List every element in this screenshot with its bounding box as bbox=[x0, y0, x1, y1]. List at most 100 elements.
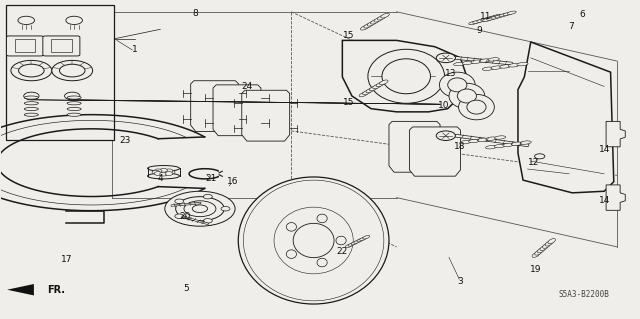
Circle shape bbox=[24, 92, 39, 100]
Ellipse shape bbox=[440, 72, 475, 98]
Circle shape bbox=[160, 168, 168, 172]
Ellipse shape bbox=[495, 136, 506, 139]
Text: 22: 22 bbox=[337, 247, 348, 256]
Ellipse shape bbox=[517, 63, 528, 66]
Circle shape bbox=[66, 16, 83, 25]
Circle shape bbox=[175, 199, 184, 204]
Ellipse shape bbox=[493, 14, 502, 18]
Ellipse shape bbox=[471, 60, 482, 63]
FancyBboxPatch shape bbox=[6, 36, 44, 56]
Ellipse shape bbox=[460, 140, 471, 144]
Ellipse shape bbox=[67, 102, 81, 105]
Ellipse shape bbox=[67, 96, 81, 99]
Ellipse shape bbox=[473, 20, 482, 23]
Text: 20: 20 bbox=[179, 212, 190, 221]
FancyBboxPatch shape bbox=[43, 36, 80, 56]
Text: S5A3-B2200B: S5A3-B2200B bbox=[558, 290, 609, 299]
Ellipse shape bbox=[372, 84, 381, 89]
Ellipse shape bbox=[491, 16, 500, 19]
Polygon shape bbox=[606, 122, 625, 147]
Text: 10: 10 bbox=[438, 101, 449, 110]
Ellipse shape bbox=[360, 25, 369, 30]
Ellipse shape bbox=[382, 59, 431, 94]
Ellipse shape bbox=[376, 82, 385, 87]
Text: 17: 17 bbox=[61, 255, 72, 264]
Ellipse shape bbox=[507, 11, 516, 14]
Circle shape bbox=[154, 169, 162, 173]
Polygon shape bbox=[342, 41, 467, 112]
Text: 21: 21 bbox=[205, 174, 217, 183]
Ellipse shape bbox=[286, 250, 296, 258]
Bar bbox=[6, 5, 115, 140]
Ellipse shape bbox=[481, 18, 490, 21]
Ellipse shape bbox=[364, 23, 372, 28]
Ellipse shape bbox=[175, 197, 224, 221]
Ellipse shape bbox=[52, 60, 93, 81]
Ellipse shape bbox=[356, 238, 364, 242]
Ellipse shape bbox=[468, 21, 478, 25]
Ellipse shape bbox=[354, 240, 361, 243]
Ellipse shape bbox=[286, 223, 296, 231]
Ellipse shape bbox=[243, 180, 384, 301]
Circle shape bbox=[65, 92, 80, 100]
Circle shape bbox=[154, 172, 162, 175]
Polygon shape bbox=[518, 42, 614, 193]
Ellipse shape bbox=[184, 201, 216, 217]
Ellipse shape bbox=[499, 13, 508, 17]
Text: 4: 4 bbox=[157, 174, 163, 183]
Circle shape bbox=[165, 172, 173, 175]
Ellipse shape bbox=[448, 78, 467, 92]
Circle shape bbox=[160, 172, 168, 176]
Circle shape bbox=[18, 16, 35, 25]
Ellipse shape bbox=[380, 80, 388, 85]
Ellipse shape bbox=[363, 235, 370, 239]
FancyBboxPatch shape bbox=[51, 40, 72, 51]
Ellipse shape bbox=[491, 66, 502, 69]
Ellipse shape bbox=[274, 207, 353, 274]
Ellipse shape bbox=[381, 13, 389, 18]
Ellipse shape bbox=[148, 166, 179, 171]
Text: 16: 16 bbox=[227, 177, 238, 186]
Ellipse shape bbox=[359, 92, 368, 97]
Circle shape bbox=[534, 154, 545, 159]
Ellipse shape bbox=[538, 248, 545, 253]
Ellipse shape bbox=[545, 241, 553, 246]
Text: 14: 14 bbox=[598, 196, 610, 205]
Ellipse shape bbox=[368, 49, 445, 103]
Ellipse shape bbox=[477, 138, 488, 142]
Ellipse shape bbox=[192, 205, 207, 212]
Ellipse shape bbox=[67, 113, 81, 116]
Ellipse shape bbox=[67, 108, 81, 111]
Ellipse shape bbox=[458, 89, 476, 103]
Circle shape bbox=[168, 170, 175, 174]
Circle shape bbox=[152, 170, 160, 174]
Ellipse shape bbox=[495, 15, 504, 18]
Text: 15: 15 bbox=[343, 98, 355, 107]
Polygon shape bbox=[191, 81, 239, 131]
Text: 24: 24 bbox=[241, 82, 252, 91]
Text: 11: 11 bbox=[480, 12, 492, 21]
Ellipse shape bbox=[369, 86, 378, 91]
Ellipse shape bbox=[483, 18, 492, 21]
Ellipse shape bbox=[449, 83, 484, 109]
Ellipse shape bbox=[371, 19, 379, 24]
Ellipse shape bbox=[486, 145, 497, 149]
Ellipse shape bbox=[487, 17, 496, 20]
Ellipse shape bbox=[534, 250, 542, 255]
Circle shape bbox=[436, 131, 456, 140]
Ellipse shape bbox=[60, 64, 85, 77]
Ellipse shape bbox=[489, 15, 498, 19]
Polygon shape bbox=[389, 122, 440, 172]
Text: 19: 19 bbox=[530, 264, 541, 274]
Ellipse shape bbox=[362, 90, 371, 95]
Ellipse shape bbox=[540, 245, 548, 250]
Polygon shape bbox=[213, 85, 261, 136]
Text: 15: 15 bbox=[343, 31, 355, 40]
Circle shape bbox=[204, 219, 212, 223]
Ellipse shape bbox=[378, 15, 386, 20]
Polygon shape bbox=[410, 127, 461, 176]
Ellipse shape bbox=[24, 102, 38, 105]
Ellipse shape bbox=[276, 209, 351, 271]
Ellipse shape bbox=[462, 61, 474, 64]
Ellipse shape bbox=[500, 65, 511, 68]
